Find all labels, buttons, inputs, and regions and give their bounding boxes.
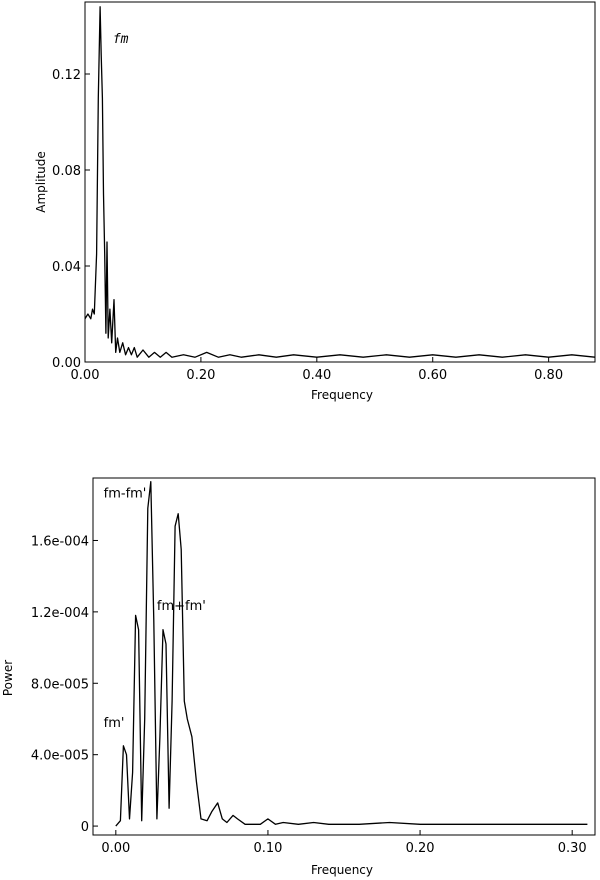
x-tick-label: 0.30: [558, 841, 587, 856]
x-tick-label: 0.20: [186, 368, 215, 383]
x-tick-label: 0.00: [101, 841, 130, 856]
y-tick-label: 0.12: [52, 68, 81, 83]
y-tick-label: 8.0e-005: [31, 677, 89, 692]
annotation-fm-minus-fm-prime: fm-fm': [104, 487, 147, 502]
x-tick-label: 0.10: [253, 841, 282, 856]
power-ticks: 0.00 0.10 0.20 0.30 0 4.0e-005 8.0e-005 1.2e-00…: [31, 534, 587, 856]
amplitude-chart: 0.00 0.20 0.40 0.60 0.80 0.00 0.04 0.08 0.12 Amp…: [34, 1, 596, 402]
y-tick-label: 1.6e-004: [31, 534, 89, 549]
y-tick-label: 0.08: [52, 164, 81, 179]
y-tick-label: 0.04: [52, 260, 81, 275]
annotation-fm: fm: [113, 32, 129, 47]
x-tick-label: 0.20: [406, 841, 435, 856]
power-y-axis-label: Power: [1, 660, 15, 696]
amplitude-y-axis-label: Amplitude: [34, 151, 48, 213]
x-tick-label: 0.00: [71, 368, 100, 383]
x-tick-label: 0.40: [302, 368, 331, 383]
y-tick-label: 0: [81, 820, 89, 835]
x-tick-label: 0.60: [418, 368, 447, 383]
x-tick-label: 0.80: [534, 368, 563, 383]
annotation-fm-plus-fm-prime: fm+fm': [157, 599, 206, 614]
y-tick-label: 4.0e-005: [31, 749, 89, 764]
power-chart: 0.00 0.10 0.20 0.30 0 4.0e-005 8.0e-005 1.2e-00…: [1, 477, 596, 877]
power-plot-frame: [92, 477, 596, 836]
power-series-line: [115, 480, 588, 827]
y-tick-label: 0.00: [52, 356, 81, 371]
power-x-axis-label: Frequency: [311, 863, 373, 877]
amplitude-x-axis-label: Frequency: [311, 388, 373, 402]
amplitude-ticks: 0.00 0.20 0.40 0.60 0.80 0.00 0.04 0.08 0.12: [52, 68, 563, 383]
amplitude-series-line: [84, 6, 596, 358]
annotation-fm-prime: fm': [104, 716, 125, 731]
amplitude-plot-frame: [84, 1, 596, 363]
y-tick-label: 1.2e-004: [31, 606, 89, 621]
